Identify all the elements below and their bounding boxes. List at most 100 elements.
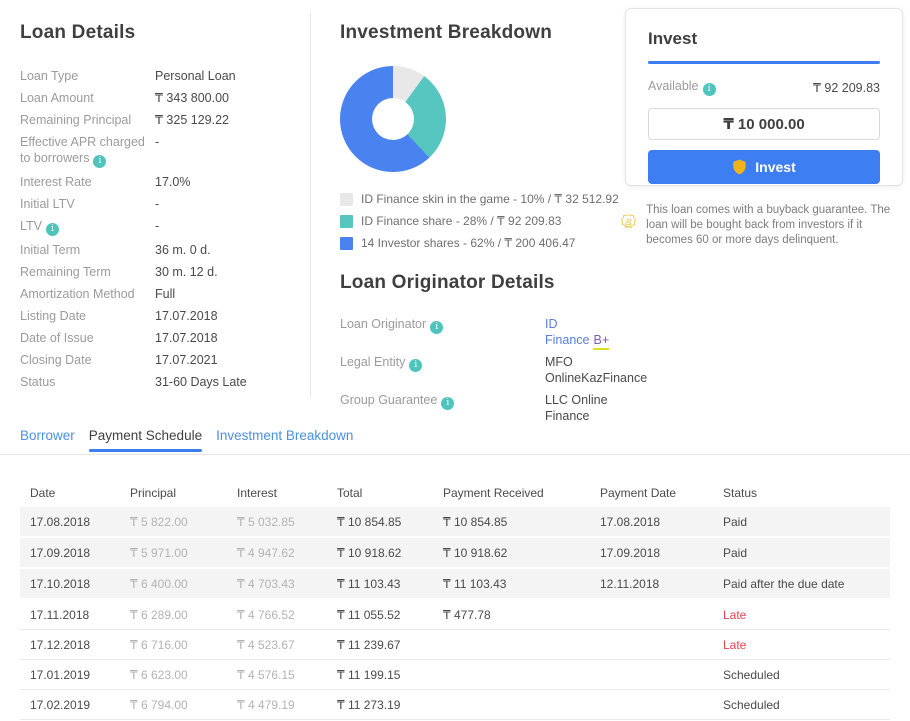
table-header-row: Date Principal Interest Total Payment Receiv… <box>20 478 890 507</box>
table-body: 17.08.2018 ₸ 5 822.00 ₸ 5 032.85 ₸ 10 854.8… <box>20 507 890 720</box>
info-icon[interactable] <box>702 83 716 96</box>
cell-payment-date: 12.11.2018 <box>600 576 660 591</box>
cell-payment-received: ₸ 10 918.62 <box>443 545 508 560</box>
detail-row: Closing Date 17.07.2021 <box>20 352 285 368</box>
cell-date: 17.09.2018 <box>30 545 91 560</box>
cell-total: ₸ 10 918.62 <box>337 545 402 560</box>
table-row: 17.02.2019 ₸ 6 794.00 ₸ 4 479.19 ₸ 11 273.1… <box>20 690 890 720</box>
cell-principal: ₸ 5 822.00 <box>130 514 188 529</box>
cell-interest: ₸ 4 523.67 <box>237 637 295 652</box>
cell-total: ₸ 10 854.85 <box>337 514 402 529</box>
info-icon[interactable] <box>93 155 107 168</box>
cell-principal: ₸ 6 623.00 <box>130 667 188 682</box>
detail-value: 17.0% <box>155 175 191 189</box>
detail-tabs: Borrower Payment Schedule Investment Break… <box>0 428 910 455</box>
info-icon[interactable] <box>409 359 423 372</box>
column-header: Interest <box>237 485 278 500</box>
invest-title: Invest <box>648 29 698 48</box>
legend-label: 14 Investor shares - 62% / ₸ 200 406.47 <box>361 236 576 250</box>
cell-total: ₸ 11 103.43 <box>337 576 401 591</box>
cell-total: ₸ 11 273.19 <box>337 697 401 712</box>
cell-principal: ₸ 6 794.00 <box>130 697 188 712</box>
column-header: Total <box>337 485 363 500</box>
cell-date: 17.11.2018 <box>30 607 90 622</box>
detail-value: - <box>155 197 160 211</box>
detail-value: 17.07.2021 <box>155 353 218 367</box>
originator-rating-badge[interactable]: B+ <box>593 333 610 350</box>
investment-breakdown-title: Investment Breakdown <box>340 22 552 43</box>
invest-button[interactable]: Invest <box>648 150 880 184</box>
cell-total: ₸ 11 199.15 <box>337 667 401 682</box>
table-row: 17.09.2018 ₸ 5 971.00 ₸ 4 947.62 ₸ 10 918.6… <box>20 538 890 569</box>
buyback-note: This loan comes with a buyback guarantee… <box>621 200 909 248</box>
tab-investment-breakdown[interactable]: Investment Breakdown <box>216 428 354 443</box>
donut-legend: ID Finance skin in the game - 10% / ₸ 32… <box>340 192 619 250</box>
detail-label: LTV <box>20 218 155 236</box>
table-row: 17.11.2018 ₸ 6 289.00 ₸ 4 766.52 ₸ 11 055.5… <box>20 600 890 630</box>
detail-label: Loan Amount <box>20 91 94 105</box>
legend-item: 14 Investor shares - 62% / ₸ 200 406.47 <box>340 236 618 250</box>
invest-title-rule <box>648 61 880 64</box>
detail-value: - <box>155 219 160 233</box>
cell-status: Late <box>723 607 747 622</box>
detail-row: Amortization Method Full <box>20 286 285 302</box>
cell-date: 17.10.2018 <box>30 576 91 591</box>
loan-details-title: Loan Details <box>20 22 136 43</box>
loan-originator-title: Loan Originator Details <box>340 272 555 293</box>
cell-payment-received: ₸ 477.78 <box>443 607 491 622</box>
legend-swatch <box>340 214 353 228</box>
detail-row: Effective APR charged to borrowers- <box>20 134 285 168</box>
cell-payment-date: 17.08.2018 <box>600 514 661 529</box>
detail-label: Interest Rate <box>20 175 92 189</box>
table-row: 17.12.2018 ₸ 6 716.00 ₸ 4 523.67 ₸ 11 239.6… <box>20 630 890 660</box>
table-row: 17.01.2019 ₸ 6 623.00 ₸ 4 576.15 ₸ 11 199.1… <box>20 660 890 690</box>
group-guarantee-label: Group Guarantee <box>340 393 438 407</box>
column-header: Payment Date <box>600 485 677 500</box>
cell-total: ₸ 11 239.67 <box>337 637 401 652</box>
info-icon[interactable] <box>430 321 444 334</box>
detail-label: Date of Issue <box>20 331 94 345</box>
invest-amount-input[interactable] <box>648 108 880 140</box>
info-icon[interactable] <box>441 397 455 410</box>
detail-label: Amortization Method <box>20 287 135 301</box>
cell-payment-received: ₸ 11 103.43 <box>443 576 507 591</box>
detail-value: ₸ 343 800.00 <box>155 91 229 105</box>
cell-principal: ₸ 6 400.00 <box>130 576 188 591</box>
cell-principal: ₸ 5 971.00 <box>130 545 188 560</box>
loan-details-section: Loan Details Loan Type Personal Loan Loan … <box>20 22 285 396</box>
available-row: Available ₸ 92 209.83 <box>648 79 880 96</box>
cell-status: Paid <box>723 514 748 529</box>
cell-payment-date: 17.09.2018 <box>600 545 661 560</box>
detail-label: Closing Date <box>20 353 92 367</box>
cell-interest: ₸ 4 703.43 <box>237 576 295 591</box>
available-value: ₸ 92 209.83 <box>812 81 880 95</box>
cell-date: 17.01.2019 <box>30 667 91 682</box>
cell-status: Scheduled <box>723 667 780 682</box>
cell-interest: ₸ 4 947.62 <box>237 545 295 560</box>
originator-label: Loan Originator <box>340 317 427 331</box>
payment-schedule-table: Date Principal Interest Total Payment Receiv… <box>20 478 890 720</box>
cell-date: 17.12.2018 <box>30 637 91 652</box>
tab-payment-schedule[interactable]: Payment Schedule <box>88 428 203 454</box>
section-divider <box>310 12 311 398</box>
originator-link[interactable]: ID Finance <box>545 317 590 347</box>
info-icon[interactable] <box>46 223 59 236</box>
investment-donut-chart <box>340 66 446 172</box>
legend-label: ID Finance share - 28% / ₸ 92 209.83 <box>361 214 562 228</box>
legend-swatch <box>340 236 353 250</box>
invest-button-label: Invest <box>755 159 796 175</box>
group-guarantee-row: Group Guarantee LLC Online Finance <box>340 392 618 424</box>
detail-row: Date of Issue 17.07.2018 <box>20 330 285 346</box>
detail-value: 30 m. 12 d. <box>155 265 218 279</box>
legal-entity-row: Legal Entity MFO OnlineKazFinance <box>340 354 647 386</box>
legend-item: ID Finance share - 28% / ₸ 92 209.83 <box>340 214 618 228</box>
column-header: Date <box>30 485 56 500</box>
detail-value: Personal Loan <box>155 69 236 83</box>
detail-value: Full <box>155 287 176 301</box>
tab-borrower[interactable]: Borrower <box>20 428 75 443</box>
detail-value: - <box>155 135 160 149</box>
cell-interest: ₸ 4 766.52 <box>237 607 295 622</box>
buyback-note-text: This loan comes with a buyback guarantee… <box>646 204 891 246</box>
column-header: Payment Received <box>443 485 544 500</box>
detail-row: Listing Date 17.07.2018 <box>20 308 285 324</box>
